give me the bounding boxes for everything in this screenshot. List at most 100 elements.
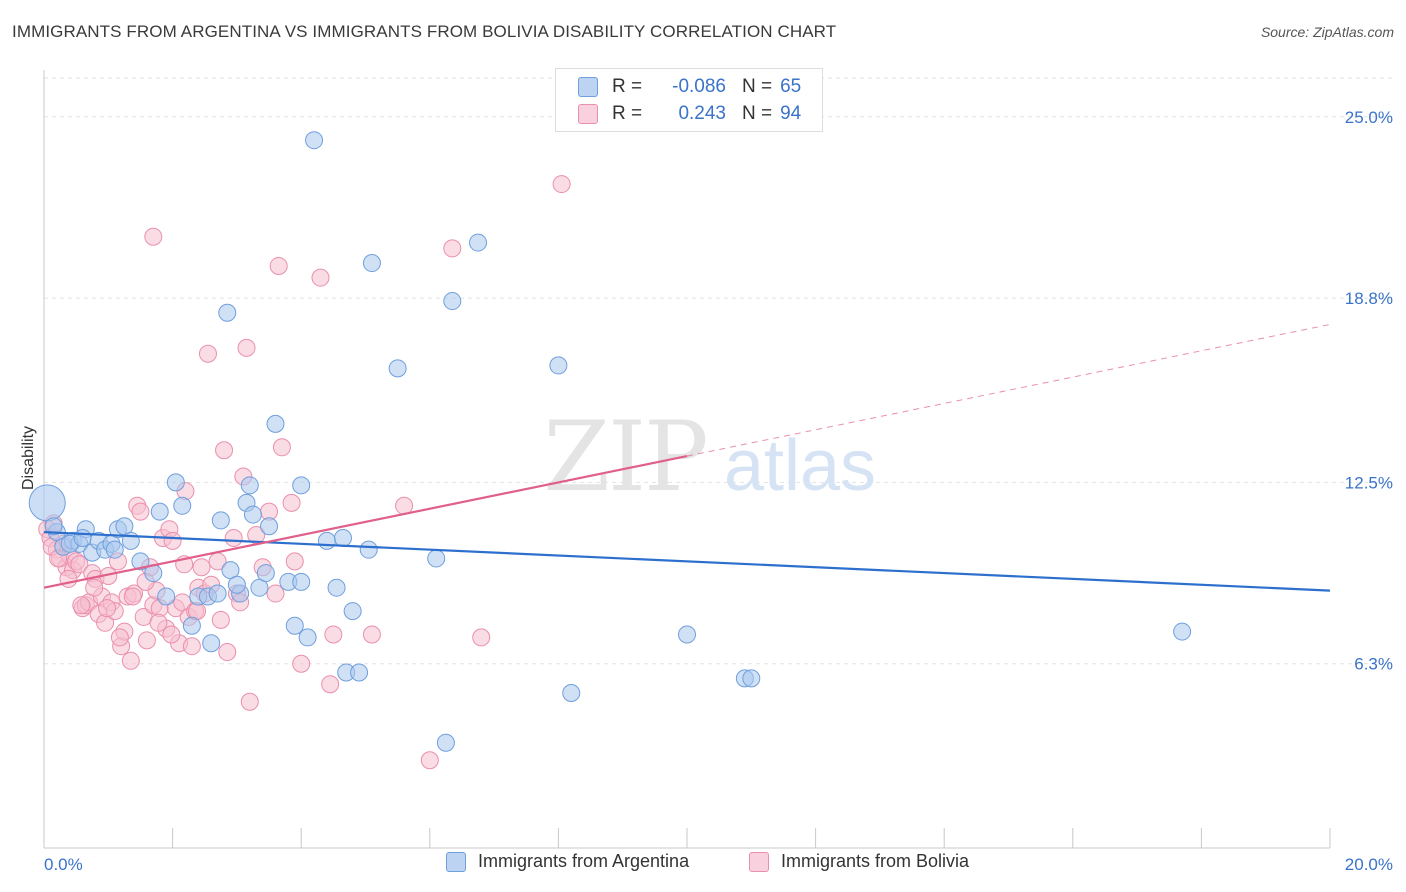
argentina-point [208,584,227,603]
y-tick-label: 6.3% [1354,655,1393,674]
argentina-point [678,625,696,644]
y-axis-label: Disability [20,426,37,490]
bolivia-point [198,344,217,363]
bolivia-point [72,596,91,615]
bolivia-point [272,438,291,457]
legend-swatch-bolivia [578,104,598,124]
bolivia-point [224,528,243,547]
bolivia-point [121,651,140,670]
bolivia-trend-line [43,454,688,589]
bolivia-point [218,643,237,662]
bolivia-point [292,654,311,673]
legend-r-value: -0.086 [672,76,726,97]
legend-n-value: 94 [780,103,802,124]
legend-r-value: 0.243 [678,103,726,124]
bolivia-point [240,692,259,711]
bolivia-point [269,256,288,275]
bolivia-point [443,239,462,258]
argentina-point [742,669,761,688]
bolivia-point [85,578,104,597]
y-tick-label: 25.0% [1345,108,1393,127]
argentina-point [173,496,192,515]
watermark-atlas: atlas [724,426,876,506]
series-argentina-points [28,131,1192,752]
legend-n-value: 65 [780,76,802,97]
legend-r-label: R = [612,103,643,124]
x-tick-label: 20.0% [1345,855,1393,874]
argentina-point [350,663,369,682]
bolivia-point [215,441,234,460]
argentina-point [105,540,124,559]
bolivia-point [182,637,201,656]
argentina-point [305,131,324,150]
argentina-point [243,505,262,524]
argentina-point [292,572,311,591]
bolivia-point [282,493,301,512]
argentina-point [73,528,92,547]
legend-r-label: R = [612,76,643,97]
bolivia-point [266,584,285,603]
grid-layer [44,77,1392,665]
bolivia-point [324,625,343,644]
series-legend: Immigrants from Argentina Immigrants fro… [0,851,1406,877]
bolivia-point [472,628,491,647]
argentina-point [469,233,488,252]
watermark: ZIP atlas [543,401,876,513]
bolivia-point [321,675,340,694]
bolivia-point [131,502,150,521]
argentina-point [298,628,317,647]
argentina-point [240,476,259,495]
bolivia-point [123,587,142,606]
argentina-point [285,616,304,635]
axis-labels: 6.3% 12.5% 18.8% 25.0% 0.0% 20.0% Disability [20,108,1393,874]
argentina-point [218,303,237,322]
y-tick-label: 12.5% [1345,473,1393,492]
legend-n-label: N = [742,103,773,124]
argentina-point [436,733,455,752]
bolivia-point [149,613,168,632]
x-tick-label: 0.0% [44,855,83,874]
argentina-point [1173,622,1192,641]
legend-swatch-bolivia [749,851,769,872]
legend-swatch-argentina [578,77,598,97]
series-bolivia-points [38,175,571,770]
bolivia-point [162,625,181,644]
argentina-point [333,528,352,547]
legend-row-argentina: R = -0.086 N = 65 [578,75,801,99]
legend-n-label: N = [742,76,773,97]
argentina-point [327,578,346,597]
bolivia-point [362,625,381,644]
argentina-trend-line [43,531,1331,592]
argentina-point [388,359,407,378]
bolivia-point [70,555,89,574]
bolivia-point [163,531,182,550]
legend-label-argentina: Immigrants from Argentina [478,851,690,871]
legend-row-bolivia: R = 0.243 N = 94 [578,102,801,126]
argentina-point [292,476,311,495]
argentina-point [150,502,169,521]
legend-item-argentina: Immigrants from Argentina [446,851,689,872]
argentina-point [211,511,230,530]
argentina-point [44,517,63,536]
argentina-point [227,575,246,594]
argentina-point [266,414,285,433]
trend-lines [43,323,1331,592]
argentina-point [359,540,378,559]
axis-layer [43,70,1331,849]
legend-label-bolivia: Immigrants from Bolivia [781,851,970,871]
argentina-point [260,517,279,536]
bolivia-point [311,268,330,287]
bolivia-point [211,610,230,629]
argentina-point [202,634,221,653]
legend-item-bolivia: Immigrants from Bolivia [749,851,969,872]
argentina-point [343,602,362,621]
chart-source: Source: ZipAtlas.com [1260,24,1394,40]
argentina-point [562,683,581,702]
stats-legend: R = -0.086 N = 65 R = 0.243 N = 94 [555,68,823,132]
bolivia-point [144,227,163,246]
bolivia-point [110,628,129,647]
argentina-point [443,292,462,311]
argentina-point [157,587,176,606]
argentina-point [427,549,446,568]
